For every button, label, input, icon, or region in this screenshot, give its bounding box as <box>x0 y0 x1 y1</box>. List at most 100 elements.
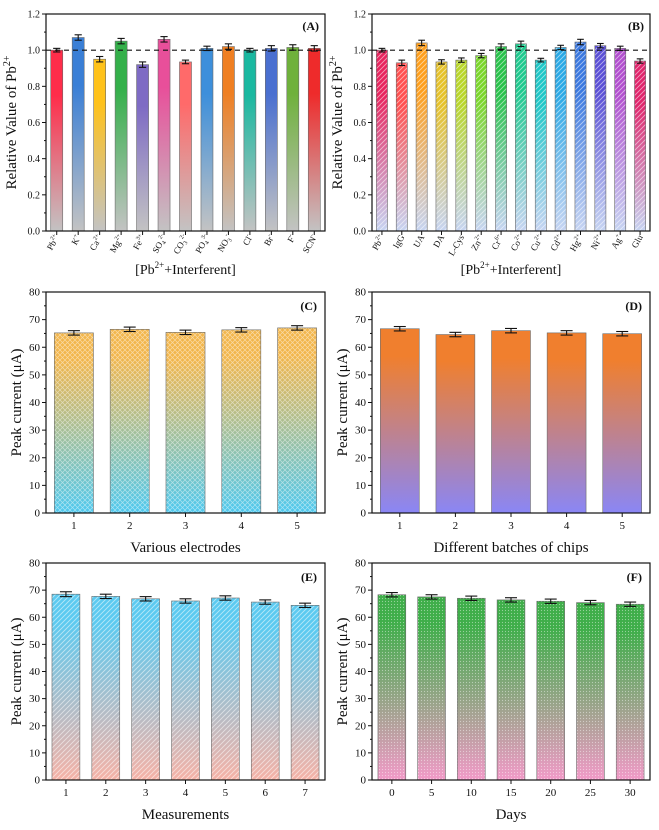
y-tick-label: 20 <box>29 452 41 464</box>
x-tick-label: 5 <box>294 520 300 532</box>
bar-pattern <box>211 597 240 780</box>
bar-pattern <box>535 60 547 231</box>
y-tick-label: 0.2 <box>28 190 41 201</box>
y-tick-label: 10 <box>29 480 41 492</box>
x-tick-label: Ag+ <box>609 232 625 250</box>
x-tick-label: 5 <box>619 520 625 532</box>
y-tick-label: 0.6 <box>28 118 41 129</box>
bar-pattern <box>277 327 317 513</box>
bar-pattern <box>91 596 120 780</box>
plot-frame <box>45 562 326 781</box>
y-tick-label: 20 <box>355 452 367 464</box>
bar-pattern <box>417 596 446 780</box>
y-tick-label: 0 <box>35 508 41 520</box>
x-tick-label: SO42- <box>150 233 170 256</box>
y-tick-label: 0 <box>361 775 367 787</box>
x-axis-title: [Pb2++Interferent] <box>135 260 236 278</box>
bar <box>491 330 531 513</box>
x-axis-title: Different batches of chips <box>433 540 588 556</box>
y-tick-label: 0 <box>361 508 367 520</box>
bar-pattern <box>165 332 206 513</box>
x-tick-label: CO32- <box>171 233 192 257</box>
chart-panel-1: Pb2+ K+ Ca2+Mg2+ Fe3+SO42-CO32-PO43-NO3- Cl-… <box>2 10 326 278</box>
bar-pattern <box>291 605 320 780</box>
x-axis-title: Measurements <box>142 807 230 823</box>
panel-label: (B) <box>628 19 644 33</box>
plot-frame <box>45 13 326 232</box>
y-axis-title: Peak current (μA) <box>9 348 25 456</box>
y-axis-title: Relative Value of Pb2+ <box>328 55 346 189</box>
x-tick-label: 1 <box>397 520 403 532</box>
panel-label: (C) <box>300 299 317 313</box>
bar-pattern <box>396 62 408 232</box>
x-axis-title: [Pb2++Interferent] <box>461 260 562 278</box>
y-tick-label: 10 <box>355 747 367 759</box>
y-axis-title: Peak current (μA) <box>9 617 25 725</box>
bar <box>435 334 475 513</box>
bar <box>265 48 278 231</box>
y-tick-label: 1.0 <box>354 46 367 57</box>
bar-pattern <box>475 55 487 231</box>
y-tick-label: 30 <box>29 425 41 437</box>
x-tick-label: UA <box>411 233 426 250</box>
x-tick-label: 1 <box>71 520 77 532</box>
plot-frame <box>45 291 326 514</box>
x-tick-label: 3 <box>508 520 514 532</box>
y-tick-label: 50 <box>29 369 41 381</box>
bar-pattern <box>497 599 525 780</box>
y-tick-label: 0.0 <box>28 227 41 238</box>
x-tick-label: Pb2+ <box>45 232 62 251</box>
y-tick-label: 80 <box>29 558 41 570</box>
x-tick-label: 7 <box>302 787 308 799</box>
x-tick-label: PO43- <box>193 233 213 256</box>
y-axis-title: Peak current (μA) <box>335 348 351 456</box>
y-tick-label: 0.4 <box>28 154 41 165</box>
bar-pattern <box>376 50 388 231</box>
bar-pattern <box>377 594 406 780</box>
panel-label: (E) <box>301 570 317 584</box>
x-tick-label: Hg2+ <box>568 232 586 253</box>
bar <box>93 59 106 232</box>
bar <box>115 41 128 231</box>
x-tick-label: Cr6+ <box>489 232 506 251</box>
x-tick-label: 4 <box>564 520 570 532</box>
panel-label: (F) <box>627 570 642 584</box>
x-tick-label: Glu <box>629 233 645 250</box>
y-tick-label: 10 <box>29 747 41 759</box>
x-tick-label: 15 <box>506 787 518 799</box>
x-tick-label: Fe3+ <box>131 232 148 251</box>
x-tick-label: Cu2+ <box>528 232 545 252</box>
x-tick-label: 20 <box>545 787 557 799</box>
bar <box>243 50 256 231</box>
x-axis-title: Various electrodes <box>130 540 241 556</box>
bar <box>179 61 192 231</box>
y-tick-label: 80 <box>355 558 367 570</box>
y-tick-label: 80 <box>29 287 41 299</box>
y-tick-label: 1.0 <box>28 46 41 57</box>
bar <box>72 37 85 232</box>
panel-label: (D) <box>625 299 642 313</box>
bar-pattern <box>634 61 646 232</box>
bar-pattern <box>54 332 94 513</box>
x-tick-label: Ni2+ <box>589 232 606 251</box>
x-axis-title: Days <box>496 807 527 823</box>
bar <box>308 48 321 231</box>
y-tick-label: 40 <box>355 666 367 678</box>
y-tick-label: 60 <box>355 612 367 624</box>
y-tick-label: 50 <box>355 369 367 381</box>
plot-frame <box>371 562 651 781</box>
x-tick-label: L-Cys <box>446 233 466 258</box>
bar-pattern <box>455 60 467 231</box>
y-tick-label: 40 <box>29 666 41 678</box>
y-tick-label: 1.2 <box>28 10 41 21</box>
bar-pattern <box>614 48 626 231</box>
y-tick-label: 30 <box>29 693 41 705</box>
bar-pattern <box>457 598 486 780</box>
plot-frame <box>371 13 651 232</box>
y-tick-label: 0 <box>35 775 41 787</box>
y-tick-label: 0.6 <box>354 118 367 129</box>
bar <box>602 333 642 513</box>
bar-pattern <box>616 604 645 780</box>
